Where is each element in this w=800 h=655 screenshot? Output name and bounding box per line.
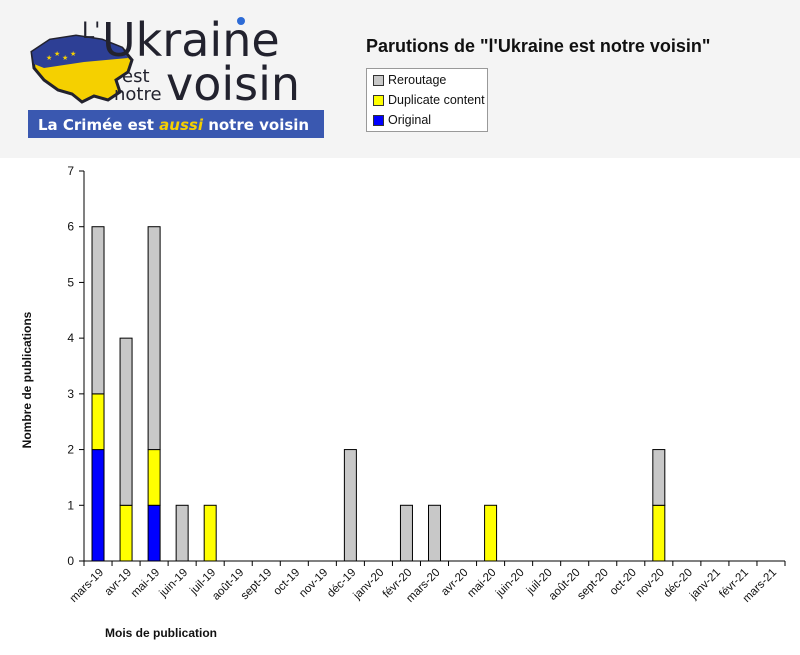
y-tick-label: 1	[67, 498, 74, 512]
eu-stars-icon: ★ ★ ★ ★	[46, 50, 76, 62]
legend-label: Duplicate content	[388, 93, 485, 107]
bar-segment-duplicate-content	[119, 504, 133, 562]
header-band: ★ ★ ★ ★ L' Ukraine est notre voisin La Crim…	[0, 0, 800, 158]
ukraine-map-blue	[32, 36, 128, 68]
bar-segment-reroutage	[343, 449, 357, 562]
legend-swatch-duplicate	[373, 94, 384, 106]
x-tick-label: mars-19	[68, 567, 106, 605]
x-axis-label: Mois de publication	[105, 626, 217, 640]
x-tick-label: nov-19	[297, 567, 330, 600]
bar-segment-reroutage	[428, 504, 441, 562]
y-axis-label: Nombre de publications	[20, 311, 34, 448]
y-tick-label: 2	[67, 443, 74, 457]
bar-segment-reroutage	[399, 504, 413, 562]
svg-text:★: ★	[62, 54, 68, 62]
legend-item-reroutage: Reroutage	[373, 72, 446, 88]
y-tick-label: 7	[67, 164, 74, 178]
bar-segment-duplicate-content	[203, 504, 217, 562]
x-tick-label: juin-20	[493, 567, 527, 601]
chart-title: Parutions de "l'Ukraine est notre voisin…	[366, 36, 711, 56]
bar-segment-reroutage	[91, 226, 105, 395]
logo-word-est: est	[122, 66, 150, 87]
y-tick-label: 4	[67, 331, 74, 345]
x-tick-label: nov-20	[634, 567, 667, 600]
legend-item-original: Original	[373, 112, 431, 128]
x-tick-label: janv-20	[351, 567, 387, 603]
bar-segment-duplicate-content	[484, 504, 498, 562]
bar-segment-reroutage	[175, 504, 189, 562]
logo-i-dot	[237, 17, 245, 25]
legend-swatch-original	[373, 114, 384, 126]
svg-text:★: ★	[46, 54, 52, 62]
bar-segment-reroutage	[652, 449, 666, 506]
x-tick-label: janv-21	[687, 567, 723, 603]
y-tick-label: 0	[67, 554, 74, 568]
chart-legend: Reroutage Duplicate content Original	[366, 68, 488, 132]
legend-label: Original	[388, 113, 432, 127]
x-tick-label: juin-19	[157, 567, 191, 601]
bar-segment-duplicate-content	[91, 393, 105, 451]
bar-segment-reroutage	[119, 337, 133, 506]
bar-segment-original	[91, 449, 105, 562]
logo-banner-text: La Crimée est aussi notre voisin	[38, 116, 309, 134]
bar-segment-duplicate-content	[147, 449, 161, 506]
svg-text:★: ★	[70, 50, 76, 58]
logo-word-ukraine: Ukraine	[102, 13, 280, 67]
x-tick-label: sept-20	[575, 567, 611, 603]
y-tick-label: 3	[67, 387, 74, 401]
svg-text:★: ★	[54, 50, 60, 58]
stacked-bar-chart: Nombre de publications Mois de publicati…	[20, 164, 786, 640]
legend-swatch-reroutage	[373, 74, 384, 86]
y-tick-label: 5	[67, 275, 74, 289]
bar-segment-duplicate-content	[652, 504, 666, 562]
bar-segment-reroutage	[147, 226, 161, 451]
y-tick-label: 6	[67, 220, 74, 234]
logo-banner	[28, 110, 324, 138]
x-tick-label: mai-20	[465, 567, 498, 600]
bar-segment-original	[147, 504, 161, 562]
logo-word-notre: notre	[114, 84, 162, 105]
x-tick-label: mai-19	[129, 567, 162, 600]
x-tick-label: sept-19	[239, 567, 275, 603]
legend-item-duplicate-content: Duplicate content	[373, 92, 485, 108]
legend-label: Reroutage	[388, 73, 447, 87]
logo-prefix: L'	[82, 19, 100, 44]
logo-banner-emph: aussi	[159, 116, 204, 134]
logo-word-voisin: voisin	[166, 57, 300, 111]
ukraine-voisin-logo: ★ ★ ★ ★ L' Ukraine est notre voisin La Crim…	[28, 13, 324, 138]
